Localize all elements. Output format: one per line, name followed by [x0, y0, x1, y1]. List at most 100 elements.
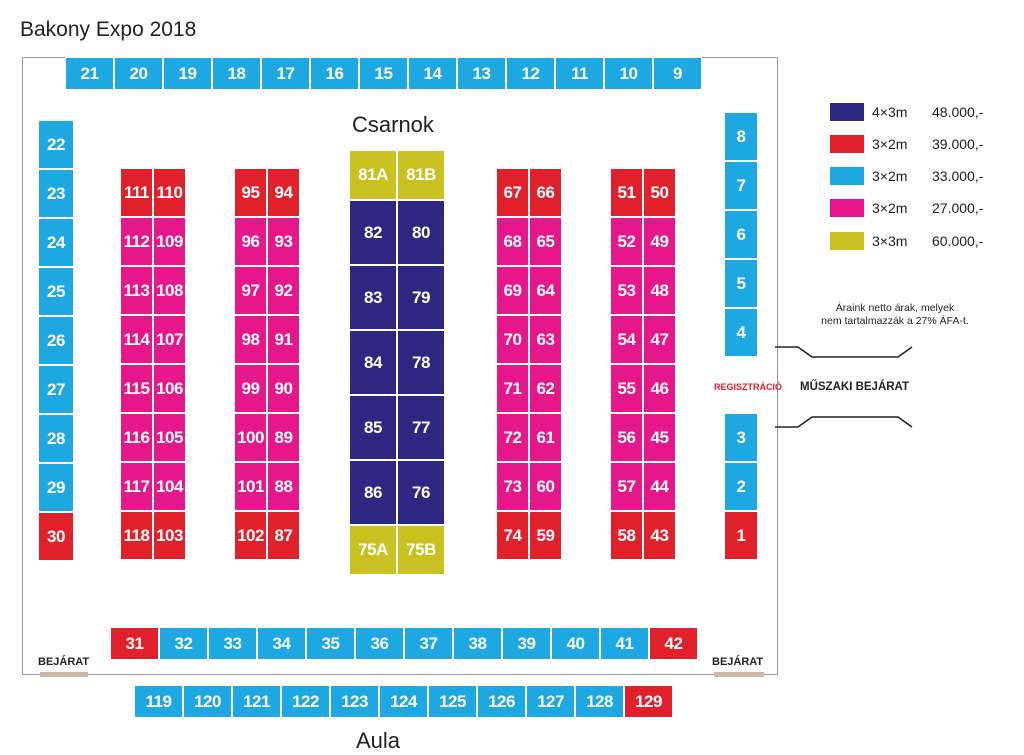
booth-84[interactable]: 84 [349, 330, 397, 395]
booth-114[interactable]: 114 [120, 315, 153, 364]
booth-4[interactable]: 4 [724, 308, 758, 357]
booth-55[interactable]: 55 [610, 364, 643, 413]
booth-110[interactable]: 110 [153, 168, 186, 217]
booth-83[interactable]: 83 [349, 265, 397, 330]
booth-14[interactable]: 14 [408, 57, 457, 90]
booth-65[interactable]: 65 [529, 217, 562, 266]
booth-72[interactable]: 72 [496, 413, 529, 462]
booth-91[interactable]: 91 [267, 315, 300, 364]
booth-12[interactable]: 12 [506, 57, 555, 90]
booth-16[interactable]: 16 [310, 57, 359, 90]
booth-79[interactable]: 79 [397, 265, 445, 330]
booth-50[interactable]: 50 [643, 168, 676, 217]
booth-74[interactable]: 74 [496, 511, 529, 560]
booth-94[interactable]: 94 [267, 168, 300, 217]
booth-58[interactable]: 58 [610, 511, 643, 560]
booth-129[interactable]: 129 [624, 685, 673, 718]
booth-82[interactable]: 82 [349, 200, 397, 265]
booth-48[interactable]: 48 [643, 266, 676, 315]
booth-78[interactable]: 78 [397, 330, 445, 395]
booth-93[interactable]: 93 [267, 217, 300, 266]
booth-102[interactable]: 102 [234, 511, 267, 560]
booth-128[interactable]: 128 [575, 685, 624, 718]
booth-103[interactable]: 103 [153, 511, 186, 560]
booth-113[interactable]: 113 [120, 266, 153, 315]
booth-104[interactable]: 104 [153, 462, 186, 511]
booth-87[interactable]: 87 [267, 511, 300, 560]
booth-57[interactable]: 57 [610, 462, 643, 511]
booth-60[interactable]: 60 [529, 462, 562, 511]
booth-9[interactable]: 9 [653, 57, 702, 90]
booth-28[interactable]: 28 [38, 414, 74, 463]
booth-13[interactable]: 13 [457, 57, 506, 90]
booth-27[interactable]: 27 [38, 365, 74, 414]
booth-107[interactable]: 107 [153, 315, 186, 364]
booth-120[interactable]: 120 [183, 685, 232, 718]
booth-21[interactable]: 21 [65, 57, 114, 90]
booth-37[interactable]: 37 [404, 627, 453, 660]
booth-101[interactable]: 101 [234, 462, 267, 511]
booth-92[interactable]: 92 [267, 266, 300, 315]
booth-29[interactable]: 29 [38, 463, 74, 512]
booth-45[interactable]: 45 [643, 413, 676, 462]
booth-88[interactable]: 88 [267, 462, 300, 511]
booth-73[interactable]: 73 [496, 462, 529, 511]
booth-77[interactable]: 77 [397, 395, 445, 460]
booth-56[interactable]: 56 [610, 413, 643, 462]
booth-49[interactable]: 49 [643, 217, 676, 266]
booth-22[interactable]: 22 [38, 120, 74, 169]
booth-76[interactable]: 76 [397, 460, 445, 525]
booth-40[interactable]: 40 [551, 627, 600, 660]
booth-36[interactable]: 36 [355, 627, 404, 660]
booth-81B[interactable]: 81B [397, 150, 445, 200]
booth-62[interactable]: 62 [529, 364, 562, 413]
booth-98[interactable]: 98 [234, 315, 267, 364]
booth-81A[interactable]: 81A [349, 150, 397, 200]
booth-1[interactable]: 1 [724, 511, 758, 560]
booth-96[interactable]: 96 [234, 217, 267, 266]
booth-30[interactable]: 30 [38, 512, 74, 561]
booth-3[interactable]: 3 [724, 413, 758, 462]
booth-89[interactable]: 89 [267, 413, 300, 462]
booth-7[interactable]: 7 [724, 161, 758, 210]
booth-85[interactable]: 85 [349, 395, 397, 460]
booth-105[interactable]: 105 [153, 413, 186, 462]
booth-119[interactable]: 119 [134, 685, 183, 718]
booth-43[interactable]: 43 [643, 511, 676, 560]
booth-51[interactable]: 51 [610, 168, 643, 217]
booth-11[interactable]: 11 [555, 57, 604, 90]
booth-2[interactable]: 2 [724, 462, 758, 511]
booth-116[interactable]: 116 [120, 413, 153, 462]
booth-100[interactable]: 100 [234, 413, 267, 462]
booth-24[interactable]: 24 [38, 218, 74, 267]
booth-25[interactable]: 25 [38, 267, 74, 316]
booth-109[interactable]: 109 [153, 217, 186, 266]
booth-112[interactable]: 112 [120, 217, 153, 266]
booth-53[interactable]: 53 [610, 266, 643, 315]
booth-122[interactable]: 122 [281, 685, 330, 718]
booth-86[interactable]: 86 [349, 460, 397, 525]
booth-75B[interactable]: 75B [397, 525, 445, 575]
booth-34[interactable]: 34 [257, 627, 306, 660]
booth-54[interactable]: 54 [610, 315, 643, 364]
booth-41[interactable]: 41 [600, 627, 649, 660]
booth-125[interactable]: 125 [428, 685, 477, 718]
booth-23[interactable]: 23 [38, 169, 74, 218]
booth-118[interactable]: 118 [120, 511, 153, 560]
booth-6[interactable]: 6 [724, 210, 758, 259]
booth-33[interactable]: 33 [208, 627, 257, 660]
booth-52[interactable]: 52 [610, 217, 643, 266]
booth-32[interactable]: 32 [159, 627, 208, 660]
booth-124[interactable]: 124 [379, 685, 428, 718]
booth-71[interactable]: 71 [496, 364, 529, 413]
booth-35[interactable]: 35 [306, 627, 355, 660]
booth-39[interactable]: 39 [502, 627, 551, 660]
booth-26[interactable]: 26 [38, 316, 74, 365]
booth-115[interactable]: 115 [120, 364, 153, 413]
booth-18[interactable]: 18 [212, 57, 261, 90]
booth-66[interactable]: 66 [529, 168, 562, 217]
booth-8[interactable]: 8 [724, 112, 758, 161]
booth-63[interactable]: 63 [529, 315, 562, 364]
booth-117[interactable]: 117 [120, 462, 153, 511]
booth-38[interactable]: 38 [453, 627, 502, 660]
